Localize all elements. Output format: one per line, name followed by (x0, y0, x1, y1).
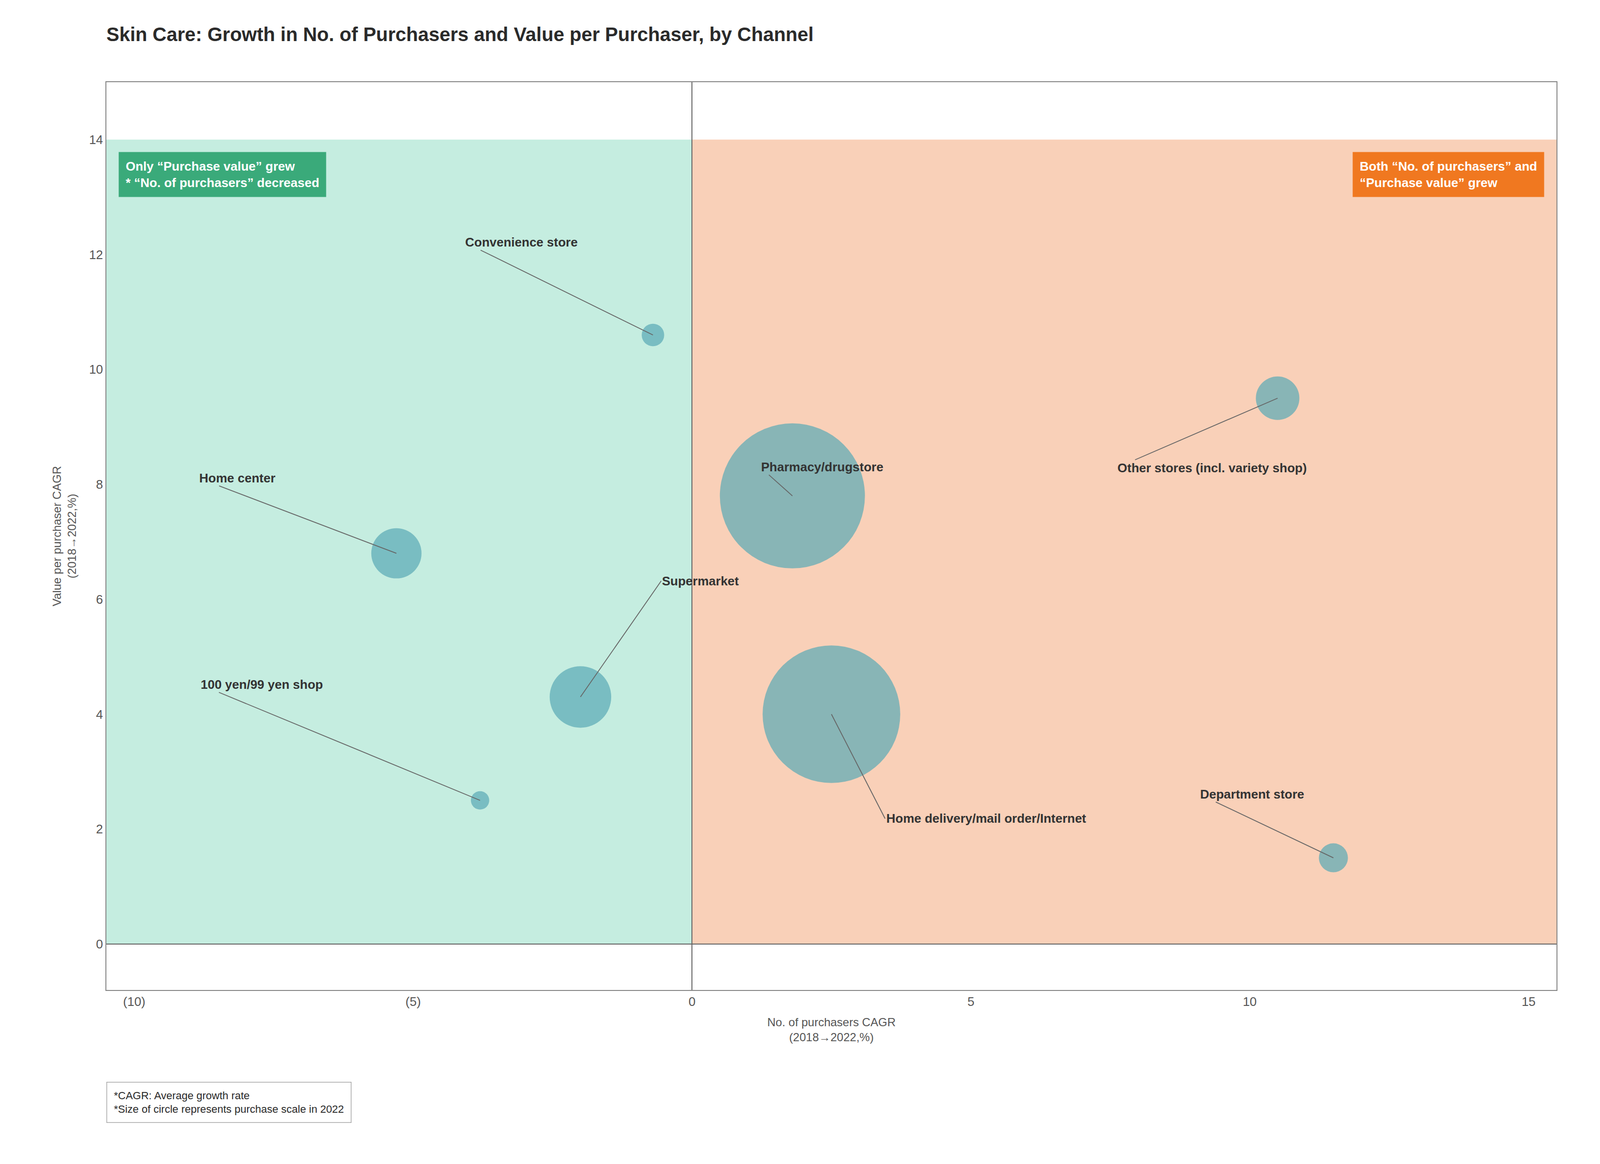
svg-text:15: 15 (1521, 994, 1536, 1010)
svg-text:0: 0 (688, 994, 696, 1010)
svg-text:No. of purchasers CAGR(2018→20: No. of purchasers CAGR(2018→2022,%) (767, 1015, 896, 1044)
svg-text:(10): (10) (123, 994, 146, 1010)
svg-text:10: 10 (1242, 994, 1257, 1010)
svg-text:Home delivery/mail order/Inter: Home delivery/mail order/Internet (886, 811, 1087, 826)
svg-text:Home center: Home center (199, 470, 276, 486)
svg-text:Skin Care: Growth in No. of Pu: Skin Care: Growth in No. of Purchasers a… (106, 23, 814, 45)
svg-text:12: 12 (88, 247, 103, 263)
svg-text:8: 8 (96, 477, 103, 492)
svg-text:(5): (5) (405, 994, 422, 1010)
svg-text:Pharmacy/drugstore: Pharmacy/drugstore (761, 459, 884, 475)
svg-text:Department store: Department store (1200, 787, 1305, 802)
svg-text:Both “No. of purchasers” and“P: Both “No. of purchasers” and“Purchase va… (1359, 159, 1538, 191)
svg-text:6: 6 (96, 592, 103, 607)
svg-text:5: 5 (967, 994, 975, 1010)
svg-text:14: 14 (88, 132, 103, 147)
svg-text:2: 2 (96, 822, 103, 837)
svg-text:4: 4 (96, 707, 103, 722)
svg-text:Other stores (incl. variety sh: Other stores (incl. variety shop) (1117, 460, 1307, 476)
svg-text:0: 0 (96, 937, 103, 952)
svg-text:Only “Purchase value” grew* “N: Only “Purchase value” grew* “No. of purc… (125, 159, 320, 191)
svg-text:*CAGR: Average growth rate*Siz: *CAGR: Average growth rate*Size of circl… (114, 1089, 345, 1116)
svg-text:10: 10 (88, 362, 103, 377)
svg-text:Value per purchaser CAGR(2018→: Value per purchaser CAGR(2018→2022,%) (50, 466, 79, 607)
svg-text:100 yen/99 yen shop: 100 yen/99 yen shop (200, 677, 323, 692)
svg-text:Supermarket: Supermarket (661, 573, 739, 589)
svg-text:Convenience store: Convenience store (465, 234, 578, 250)
